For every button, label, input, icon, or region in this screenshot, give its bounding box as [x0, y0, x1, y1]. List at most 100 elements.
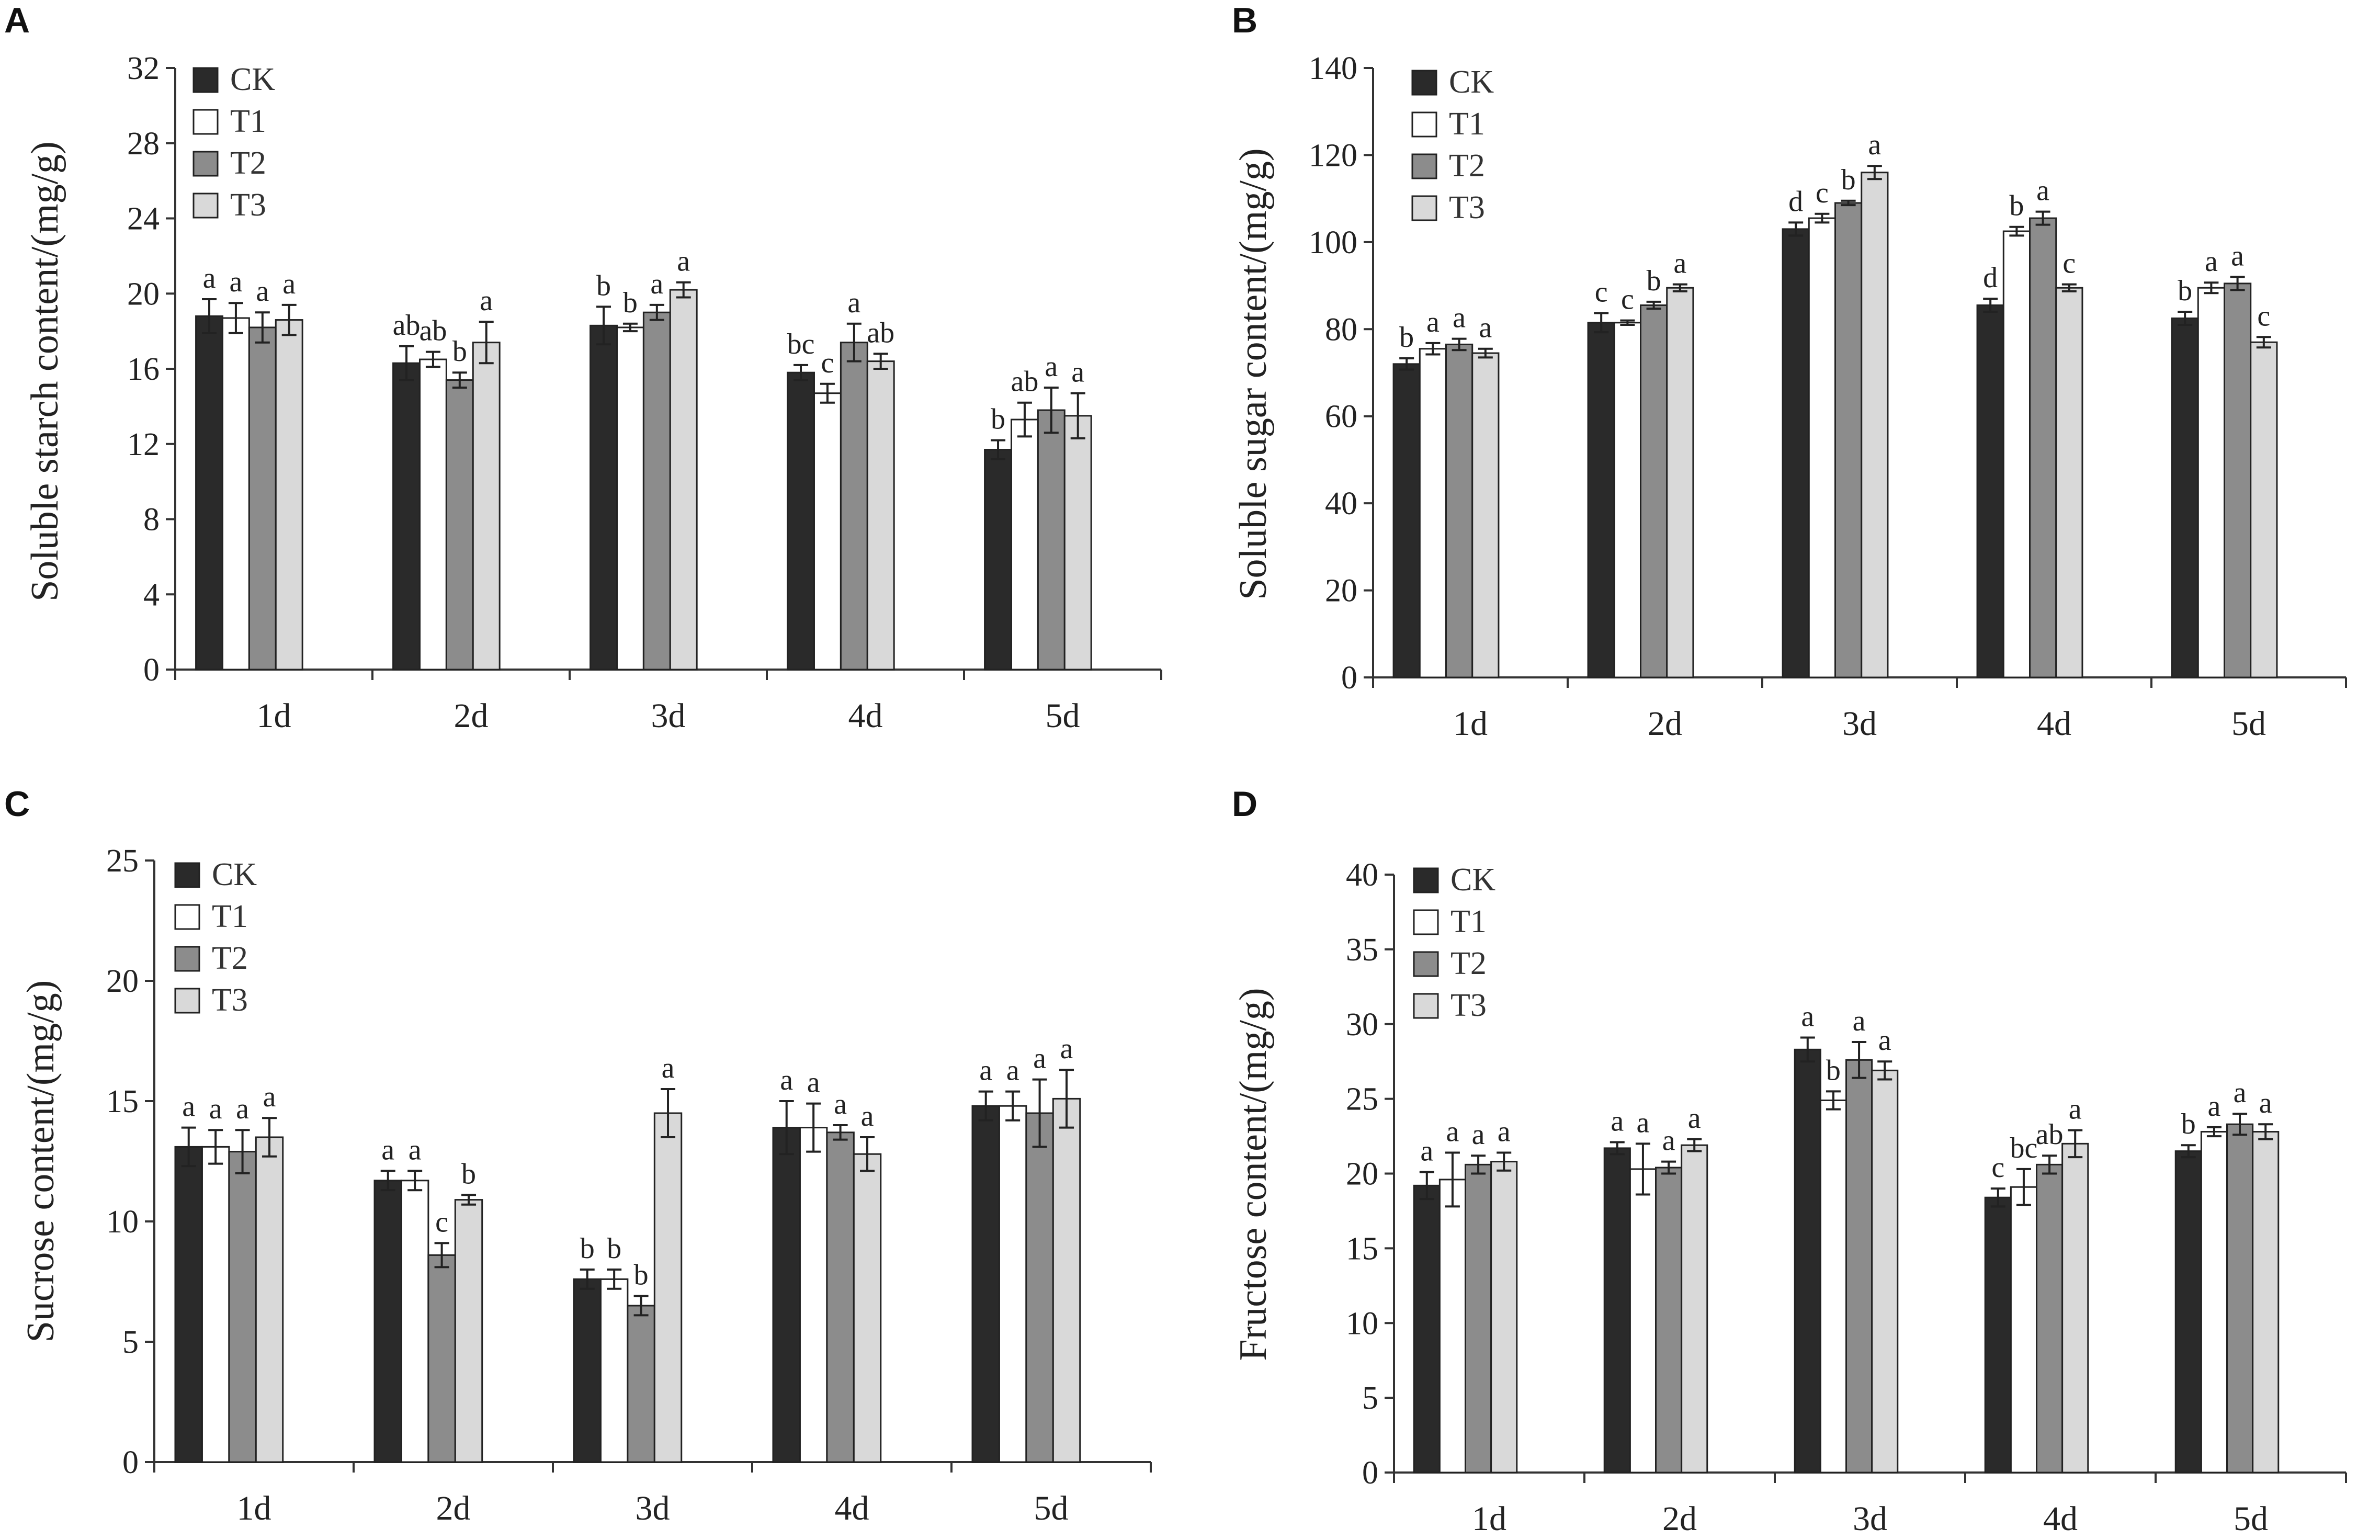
- y-tick-label: 40: [1346, 857, 1378, 893]
- y-tick-label: 35: [1346, 932, 1378, 968]
- significance-label: b: [607, 1232, 621, 1265]
- legend-swatch-t2: [1413, 951, 1439, 977]
- significance-label: b: [596, 269, 611, 302]
- y-tick-label: 20: [106, 964, 139, 999]
- bar-ck-1d: [1392, 363, 1421, 678]
- bar-t3-2d: [1666, 287, 1694, 678]
- bar-t1-2d: [418, 358, 447, 671]
- bar-ck-4d: [787, 371, 815, 671]
- bar-t2-1d: [228, 1151, 257, 1463]
- bar-t1-4d: [799, 1127, 828, 1463]
- significance-label: a: [1662, 1125, 1675, 1157]
- x-tick-label: 1d: [257, 697, 291, 735]
- significance-label: a: [263, 1081, 276, 1113]
- legend-swatch-t1: [174, 904, 200, 930]
- significance-label: b: [1826, 1054, 1841, 1086]
- y-tick-label: 15: [1346, 1231, 1378, 1266]
- legend-label: T1: [230, 104, 266, 139]
- bar-t1-1d: [1438, 1179, 1467, 1474]
- bar-t3-5d: [1052, 1097, 1081, 1463]
- significance-label: a: [807, 1067, 820, 1099]
- bar-t1-2d: [400, 1180, 429, 1463]
- legend-label: CK: [1450, 862, 1495, 898]
- legend-label: CK: [1449, 64, 1494, 100]
- significance-label: a: [2208, 1090, 2221, 1123]
- y-tick-label: 10: [1346, 1306, 1378, 1341]
- x-tick-label: 4d: [2037, 705, 2071, 743]
- bar-t2-2d: [427, 1254, 456, 1463]
- bar-t3-5d: [2250, 341, 2278, 678]
- significance-label: ab: [419, 315, 447, 347]
- significance-label: ab: [1011, 366, 1038, 398]
- y-tick-label: 0: [1362, 1455, 1378, 1491]
- bar-t1-4d: [2002, 230, 2031, 678]
- x-tick-label: 4d: [835, 1489, 869, 1527]
- y-tick-label: 40: [1325, 486, 1357, 522]
- y-tick-label: 28: [127, 126, 160, 162]
- legend-swatch-t2: [1411, 153, 1437, 179]
- significance-label: a: [1479, 312, 1492, 344]
- y-axis-label: Soluble sugar content/(mg/g): [1232, 148, 1275, 599]
- significance-label: a: [256, 275, 269, 308]
- bar-t1-4d: [813, 392, 842, 671]
- bar-t2-1d: [1445, 343, 1474, 678]
- bar-t2-4d: [2029, 217, 2057, 678]
- significance-label: a: [662, 1052, 675, 1084]
- significance-label: c: [2062, 247, 2076, 280]
- bar-t1-1d: [1419, 348, 1447, 678]
- significance-label: a: [182, 1091, 195, 1123]
- bar-t1-1d: [221, 317, 250, 671]
- significance-label: b: [991, 403, 1005, 436]
- y-tick-label: 20: [127, 276, 160, 312]
- y-axis-label: Fructose content/(mg/g): [1232, 988, 1275, 1361]
- significance-label: a: [650, 268, 663, 300]
- significance-label: a: [1878, 1024, 1891, 1057]
- bar-t1-5d: [2197, 287, 2225, 678]
- legend-label: T1: [212, 899, 248, 934]
- significance-label: b: [1399, 321, 1414, 354]
- bar-ck-3d: [1782, 228, 1810, 678]
- legend-swatch-t1: [192, 109, 219, 135]
- significance-label: a: [1453, 302, 1466, 334]
- significance-label: a: [1472, 1118, 1485, 1151]
- bar-ck-2d: [392, 362, 421, 671]
- significance-label: a: [1637, 1106, 1650, 1139]
- significance-label: a: [229, 266, 242, 298]
- bar-t3-5d: [2252, 1130, 2280, 1474]
- bar-ck-3d: [573, 1278, 602, 1463]
- y-tick-label: 25: [106, 843, 139, 879]
- bar-ck-1d: [174, 1146, 203, 1463]
- bar-t1-2d: [1613, 322, 1642, 678]
- significance-label: a: [282, 268, 296, 300]
- significance-label: b: [452, 335, 467, 368]
- x-tick-label: 3d: [1842, 705, 1877, 743]
- significance-label: a: [2231, 240, 2244, 272]
- bar-t3-3d: [653, 1112, 683, 1463]
- bar-t3-2d: [454, 1199, 483, 1463]
- bar-ck-5d: [2174, 1150, 2202, 1474]
- bar-ck-5d: [2171, 317, 2199, 678]
- significance-label: a: [1801, 1000, 1814, 1033]
- bar-t1-4d: [2010, 1186, 2038, 1474]
- significance-label: a: [1611, 1105, 1624, 1137]
- significance-label: a: [1498, 1115, 1511, 1148]
- y-tick-label: 20: [1325, 573, 1357, 609]
- legend-swatch-t3: [1413, 993, 1439, 1019]
- bar-t3-4d: [853, 1153, 882, 1463]
- bar-t3-1d: [1490, 1161, 1518, 1474]
- y-tick-label: 16: [127, 352, 160, 387]
- y-tick-label: 0: [122, 1445, 139, 1480]
- significance-label: ab: [2036, 1118, 2064, 1151]
- y-tick-label: 0: [1341, 660, 1357, 696]
- legend-label: T1: [1450, 904, 1487, 939]
- significance-label: a: [236, 1093, 249, 1125]
- y-tick-label: 120: [1309, 138, 1357, 173]
- y-tick-label: 60: [1325, 399, 1357, 435]
- panel-letter: A: [4, 1, 30, 40]
- significance-label: a: [780, 1064, 793, 1096]
- x-tick-label: 1d: [237, 1489, 271, 1527]
- bar-t1-5d: [998, 1105, 1027, 1463]
- bar-t3-3d: [1861, 172, 1889, 678]
- bar-t1-3d: [599, 1278, 629, 1463]
